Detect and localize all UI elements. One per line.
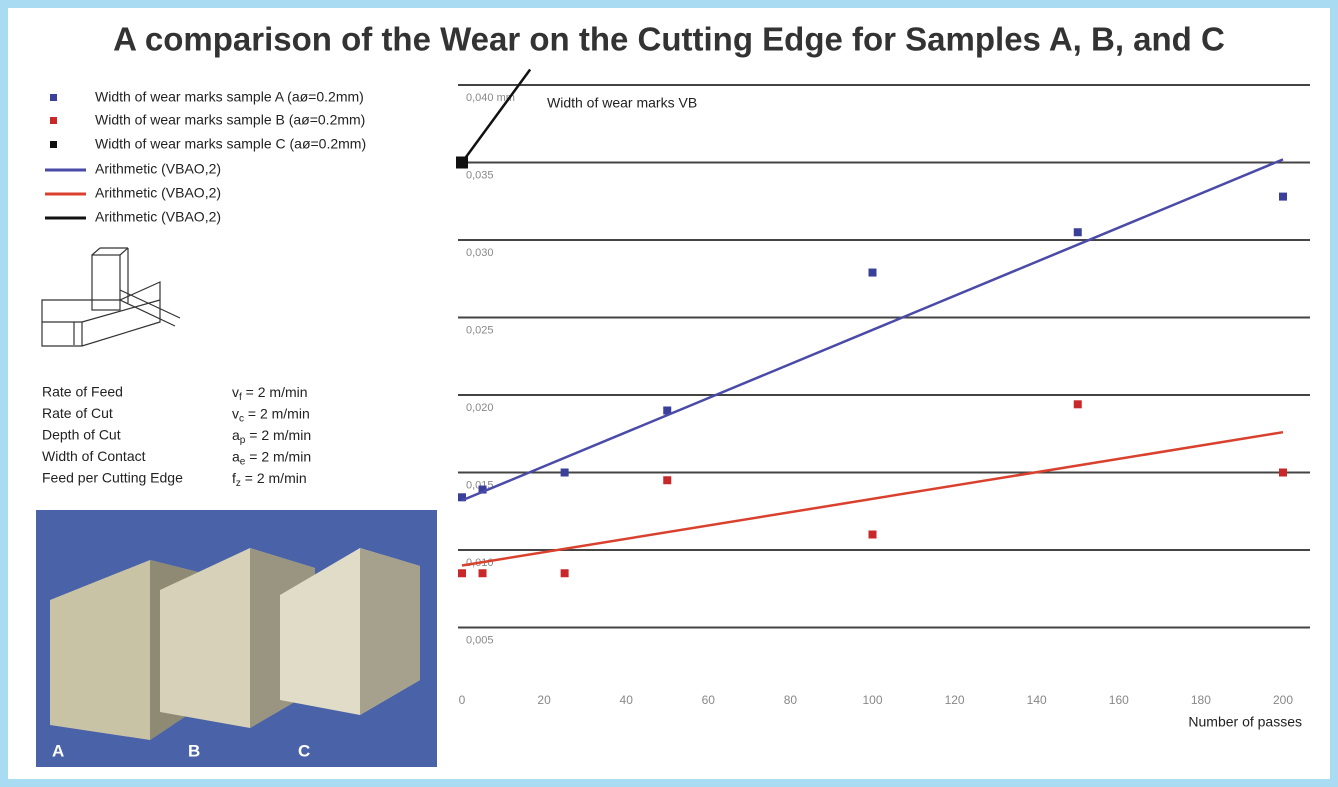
- photo-label: C: [298, 741, 310, 760]
- legend-label: Arithmetic (VBAO,2): [95, 161, 221, 177]
- param-label: Width of Contact: [42, 448, 146, 464]
- param-label: Depth of Cut: [42, 427, 121, 443]
- data-point: [663, 476, 671, 484]
- param-label: Rate of Cut: [42, 405, 113, 421]
- y-tick-label: 0,035: [466, 169, 494, 181]
- param-symbol: a: [232, 448, 240, 464]
- x-tick-label: 60: [702, 693, 716, 707]
- y-tick-label: 0,020: [466, 402, 494, 414]
- data-point: [1279, 193, 1287, 201]
- trend-line: [462, 159, 1283, 500]
- data-point: [1279, 469, 1287, 477]
- x-tick-label: 160: [1109, 693, 1129, 707]
- legend-label: Arithmetic (VBAO,2): [95, 209, 221, 225]
- param-value: fz = 2 m/min: [232, 470, 307, 489]
- x-tick-label: 100: [862, 693, 882, 707]
- param-rest: = 2 m/min: [242, 384, 308, 400]
- chart: A comparison of the Wear on the Cutting …: [0, 0, 1338, 787]
- trend-line: [462, 70, 530, 163]
- x-tick-label: 140: [1027, 693, 1047, 707]
- x-tick-label: 20: [537, 693, 551, 707]
- data-point: [458, 569, 466, 577]
- photo-label: B: [188, 741, 200, 760]
- data-point: [869, 269, 877, 277]
- param-label: Feed per Cutting Edge: [42, 470, 183, 486]
- data-point: [561, 569, 569, 577]
- param-value: vc = 2 m/min: [232, 405, 310, 424]
- param-label: Rate of Feed: [42, 384, 123, 400]
- param-symbol: v: [232, 384, 239, 400]
- x-axis-title: Number of passes: [1188, 714, 1302, 730]
- legend-label: Width of wear marks sample A (aø=0.2mm): [95, 89, 364, 105]
- data-point: [1074, 228, 1082, 236]
- x-tick-label: 40: [620, 693, 634, 707]
- data-point: [561, 469, 569, 477]
- page: {"chart_data": { "type": "scatter", "tit…: [0, 0, 1338, 787]
- legend-marker: [50, 117, 57, 124]
- legend-label: Arithmetic (VBAO,2): [95, 185, 221, 201]
- y-tick-label: 0,025: [466, 324, 494, 336]
- legend-marker: [50, 94, 57, 101]
- param-value: ae = 2 m/min: [232, 448, 311, 467]
- y-tick-label: 0,005: [466, 634, 494, 646]
- x-tick-label: 120: [945, 693, 965, 707]
- tool-diagram: [42, 248, 180, 346]
- x-tick-label: 180: [1191, 693, 1211, 707]
- x-tick-label: 200: [1273, 693, 1293, 707]
- trend-line: [462, 432, 1283, 565]
- param-value: vf = 2 m/min: [232, 384, 308, 403]
- chart-title: A comparison of the Wear on the Cutting …: [113, 21, 1225, 58]
- x-tick-label: 80: [784, 693, 798, 707]
- photo: [36, 510, 437, 767]
- legend-label: Width of wear marks sample B (aø=0.2mm): [95, 112, 365, 128]
- param-rest: = 2 m/min: [241, 470, 307, 486]
- y-axis-title: Width of wear marks VB: [547, 95, 697, 111]
- legend-label: Width of wear marks sample C (aø=0.2mm): [95, 136, 366, 152]
- param-value: ap = 2 m/min: [232, 427, 311, 446]
- param-symbol: v: [232, 405, 239, 421]
- legend-marker: [50, 141, 57, 148]
- data-point: [1074, 400, 1082, 408]
- param-rest: = 2 m/min: [244, 405, 310, 421]
- x-tick-label: 0: [459, 693, 466, 707]
- param-symbol: a: [232, 427, 240, 443]
- data-point: [869, 531, 877, 539]
- param-rest: = 2 m/min: [245, 448, 311, 464]
- data-point: [479, 569, 487, 577]
- y-tick-label: 0,030: [466, 247, 494, 259]
- photo-label: A: [52, 741, 64, 760]
- param-rest: = 2 m/min: [245, 427, 311, 443]
